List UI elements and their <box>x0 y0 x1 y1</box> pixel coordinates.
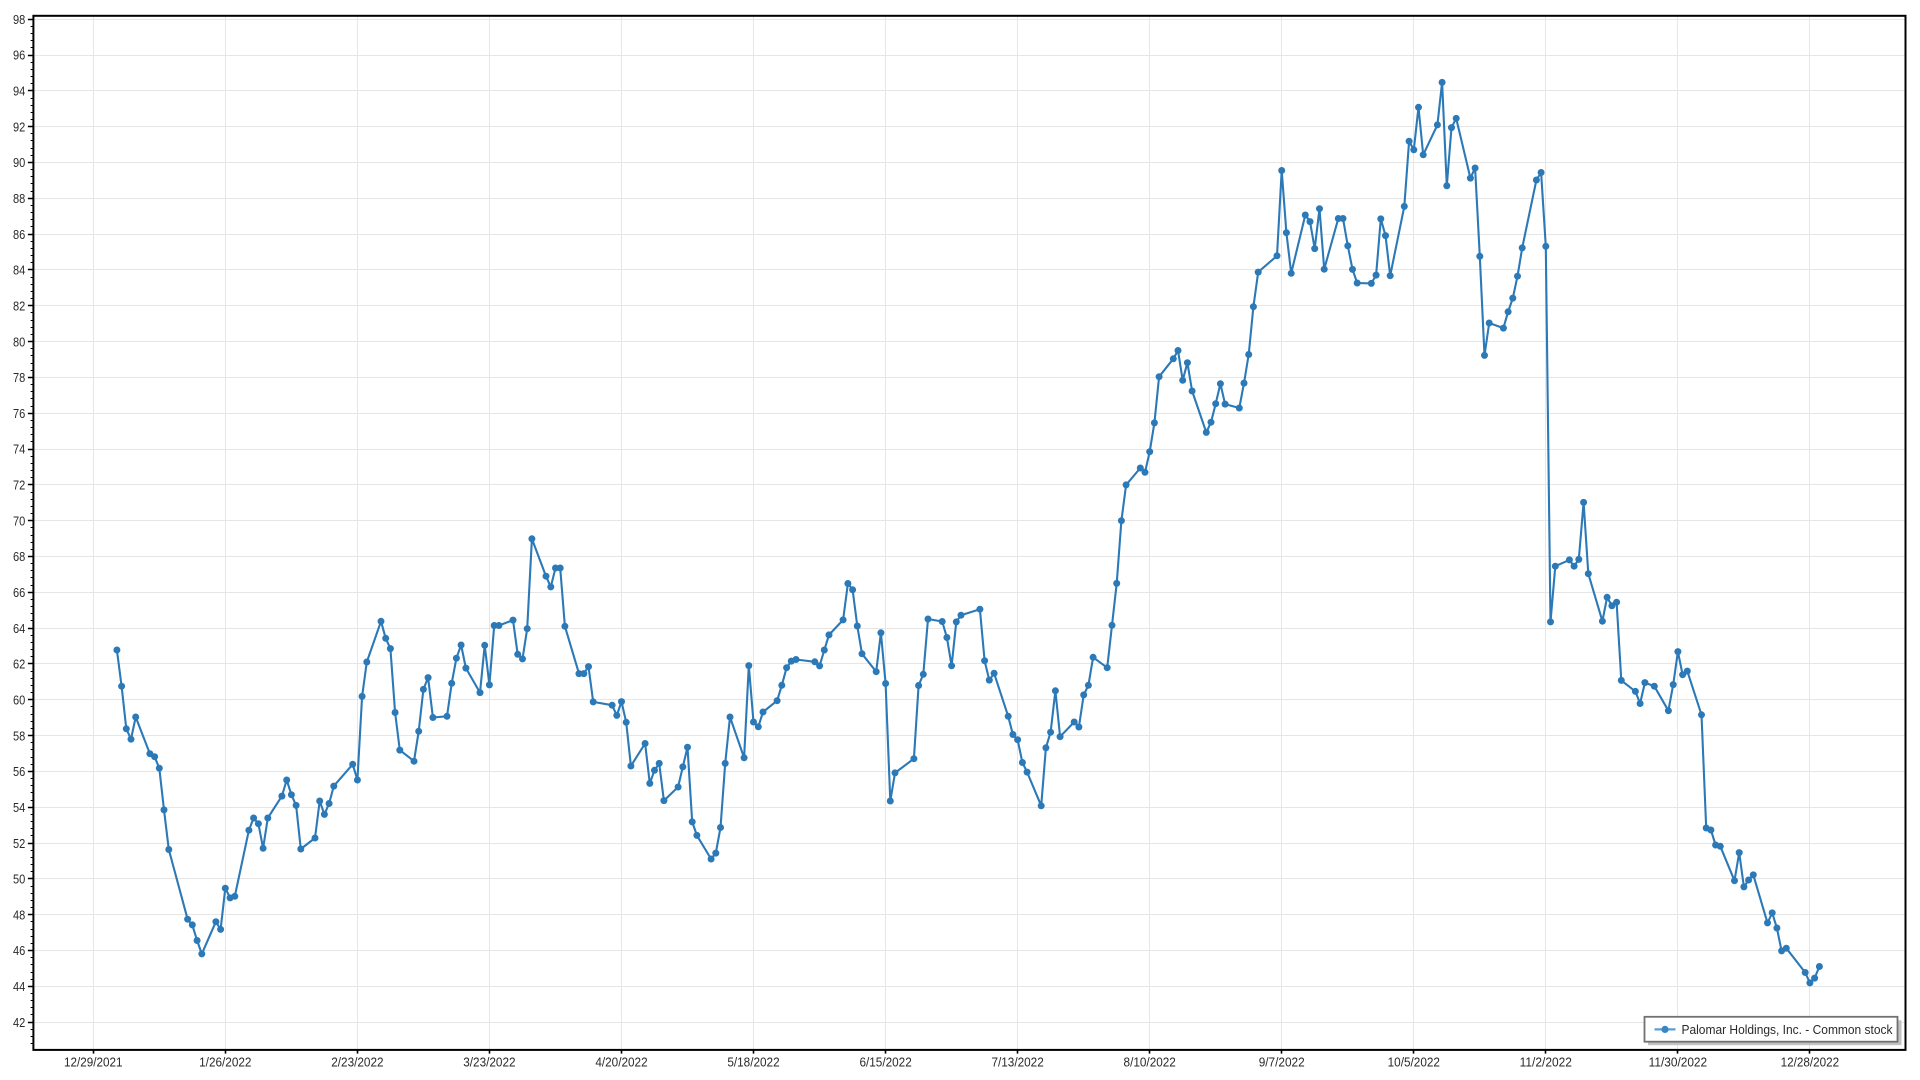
svg-text:58: 58 <box>13 728 25 743</box>
svg-text:11/2/2022: 11/2/2022 <box>1520 1055 1572 1070</box>
svg-text:52: 52 <box>13 836 25 851</box>
svg-text:82: 82 <box>13 299 25 314</box>
svg-text:88: 88 <box>13 191 25 206</box>
svg-text:1/26/2022: 1/26/2022 <box>199 1055 251 1070</box>
svg-text:10/5/2022: 10/5/2022 <box>1388 1055 1440 1070</box>
svg-text:78: 78 <box>13 370 25 385</box>
svg-text:50: 50 <box>13 872 25 887</box>
svg-text:80: 80 <box>13 334 25 349</box>
svg-text:48: 48 <box>13 907 25 922</box>
svg-text:62: 62 <box>13 657 25 672</box>
svg-text:92: 92 <box>13 119 25 134</box>
svg-text:Palomar Holdings, Inc. - Commo: Palomar Holdings, Inc. - Common stock <box>1682 1022 1893 1037</box>
svg-text:54: 54 <box>13 800 25 815</box>
svg-text:68: 68 <box>13 549 25 564</box>
svg-text:12/29/2021: 12/29/2021 <box>64 1055 123 1070</box>
svg-text:3/23/2022: 3/23/2022 <box>463 1055 515 1070</box>
svg-text:44: 44 <box>13 979 25 994</box>
svg-text:9/7/2022: 9/7/2022 <box>1259 1055 1305 1070</box>
svg-text:4/20/2022: 4/20/2022 <box>595 1055 647 1070</box>
svg-text:66: 66 <box>13 585 25 600</box>
svg-text:6/15/2022: 6/15/2022 <box>859 1055 911 1070</box>
svg-text:60: 60 <box>13 693 25 708</box>
svg-text:98: 98 <box>13 12 25 27</box>
svg-text:96: 96 <box>13 48 25 63</box>
svg-text:7/13/2022: 7/13/2022 <box>991 1055 1043 1070</box>
svg-text:12/28/2022: 12/28/2022 <box>1781 1055 1840 1070</box>
svg-text:11/30/2022: 11/30/2022 <box>1649 1055 1708 1070</box>
svg-text:64: 64 <box>13 621 25 636</box>
svg-text:56: 56 <box>13 764 25 779</box>
svg-text:5/18/2022: 5/18/2022 <box>727 1055 779 1070</box>
svg-text:70: 70 <box>13 513 25 528</box>
svg-text:2/23/2022: 2/23/2022 <box>331 1055 383 1070</box>
svg-text:46: 46 <box>13 943 25 958</box>
svg-text:42: 42 <box>13 1015 25 1030</box>
svg-text:84: 84 <box>13 263 25 278</box>
svg-text:8/10/2022: 8/10/2022 <box>1124 1055 1176 1070</box>
svg-text:72: 72 <box>13 478 25 493</box>
svg-text:86: 86 <box>13 227 25 242</box>
svg-text:76: 76 <box>13 406 25 421</box>
svg-text:90: 90 <box>13 155 25 170</box>
svg-text:74: 74 <box>13 442 25 457</box>
svg-text:94: 94 <box>13 84 25 99</box>
